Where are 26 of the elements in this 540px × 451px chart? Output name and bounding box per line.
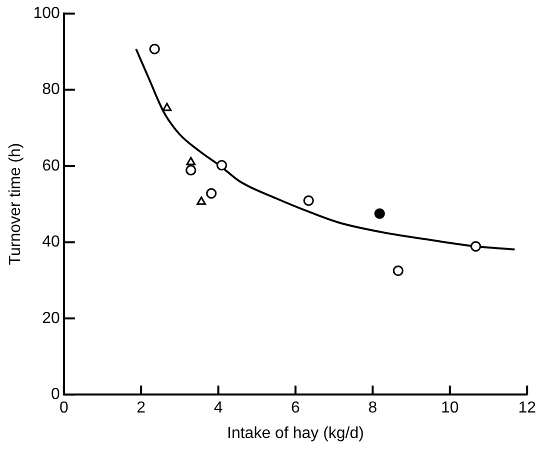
- x-tick-label: 4: [214, 400, 223, 417]
- x-tick-label: 6: [291, 400, 300, 417]
- point: [149, 44, 160, 54]
- y-tick-label: 20: [42, 310, 60, 327]
- point: [162, 102, 172, 112]
- y-tick-label: 60: [42, 157, 60, 174]
- y-tick-label: 100: [33, 5, 60, 22]
- y-tick-label: 80: [42, 81, 60, 98]
- point: [216, 160, 228, 171]
- line-series: [135, 48, 516, 250]
- point: [470, 241, 482, 252]
- point: [392, 265, 404, 276]
- point: [186, 156, 196, 166]
- x-tick-label: 2: [136, 400, 146, 417]
- y-tick-label: 40: [42, 234, 60, 251]
- x-tick-label: 12: [518, 400, 536, 417]
- y-tick-label: 0: [50, 386, 60, 404]
- point: [196, 196, 206, 205]
- point: [303, 195, 314, 206]
- y-axis-title: Turnover time (h): [7, 143, 24, 266]
- point: [186, 164, 196, 176]
- point: [374, 208, 385, 219]
- x-tick-label: 10: [441, 400, 459, 417]
- x-tick-label: 8: [368, 400, 378, 417]
- point: [206, 188, 217, 199]
- x-axis-title: Intake of hay (kg/d): [227, 424, 364, 442]
